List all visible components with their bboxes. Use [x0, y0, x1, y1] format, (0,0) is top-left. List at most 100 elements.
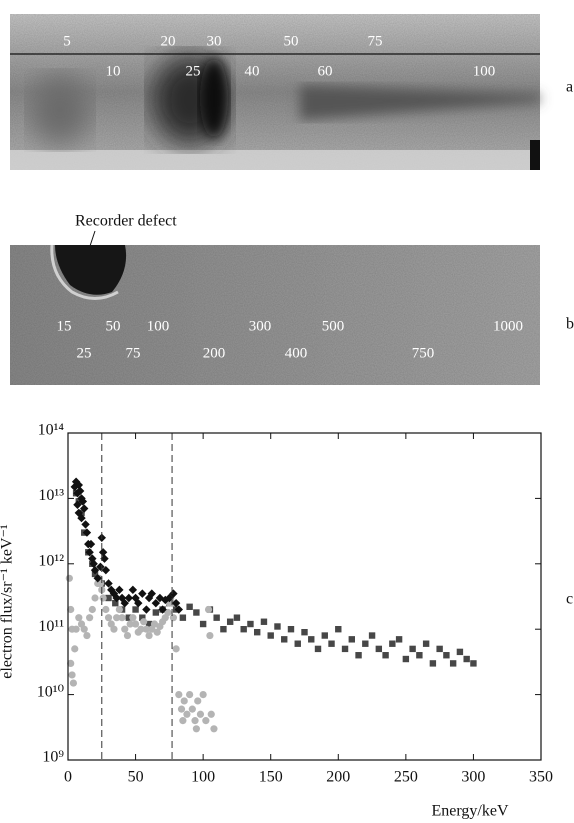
data-point	[124, 593, 134, 603]
data-point	[180, 697, 188, 705]
energy-label: 400	[285, 345, 308, 361]
energy-label: 25	[186, 63, 201, 79]
data-point	[77, 494, 86, 503]
data-point	[449, 660, 457, 667]
data-point	[362, 640, 369, 647]
data-point	[321, 632, 328, 639]
data-point	[175, 691, 183, 699]
data-point	[70, 482, 79, 492]
y-tick-label: 10¹²	[38, 552, 64, 569]
data-point	[193, 609, 200, 616]
data-point	[131, 593, 140, 603]
data-point	[121, 625, 129, 633]
x-tick-label: 250	[394, 769, 418, 786]
data-point	[328, 640, 335, 647]
data-point	[161, 595, 170, 605]
data-point	[80, 625, 88, 633]
x-tick-label: 350	[529, 769, 553, 786]
data-point	[145, 620, 153, 628]
data-point	[177, 705, 186, 713]
data-point	[395, 636, 403, 643]
data-point	[207, 710, 215, 718]
data-point	[96, 562, 105, 571]
data-point	[183, 710, 191, 718]
data-point	[267, 632, 274, 639]
data-point	[147, 589, 156, 598]
data-point	[99, 594, 107, 602]
data-point	[429, 660, 437, 667]
data-point	[140, 618, 148, 626]
data-point	[226, 618, 234, 625]
data-point	[112, 593, 121, 603]
energy-label: 500	[322, 318, 345, 334]
y-tick-label: 10¹⁴	[38, 422, 65, 439]
data-point	[463, 655, 470, 663]
data-point	[139, 614, 146, 621]
energy-label: 50	[284, 33, 299, 49]
data-point	[113, 614, 121, 622]
data-point	[164, 608, 172, 617]
data-point	[368, 632, 376, 639]
spectrogram-a	[10, 14, 540, 170]
x-tick-label: 0	[64, 769, 72, 786]
data-point	[186, 603, 193, 611]
data-point	[456, 648, 464, 656]
data-point	[294, 640, 301, 647]
scatter-chart: 10⁹ 10¹⁰ 10¹¹ 10¹² 10¹³ 10¹⁴ 0 50 100 150 200 250 30…	[0, 422, 553, 820]
data-point	[68, 671, 76, 679]
data-point	[67, 659, 75, 667]
data-point	[105, 594, 112, 602]
data-point	[144, 593, 154, 603]
data-point	[115, 605, 123, 614]
data-point	[134, 598, 143, 608]
data-point	[104, 614, 113, 622]
data-point	[470, 660, 477, 667]
data-point	[153, 628, 161, 636]
data-point	[274, 623, 281, 630]
data-point	[152, 609, 160, 616]
y-axis-title: electron flux/sr⁻¹ keV⁻¹	[0, 524, 16, 679]
data-point	[355, 652, 362, 659]
data-point	[82, 528, 92, 537]
x-tick-label: 50	[128, 769, 144, 786]
data-point	[171, 598, 181, 608]
data-point	[77, 513, 86, 523]
data-point	[142, 625, 150, 633]
data-point	[375, 645, 383, 653]
data-point	[409, 645, 416, 653]
data-point	[169, 614, 178, 622]
data-point	[73, 500, 82, 509]
data-point	[86, 539, 96, 549]
energy-label: 100	[147, 318, 170, 334]
data-point	[72, 625, 80, 633]
data-point	[123, 631, 132, 640]
data-point	[240, 626, 247, 633]
data-point	[422, 640, 430, 647]
data-point	[81, 520, 90, 529]
data-point	[117, 593, 127, 603]
data-point	[75, 486, 85, 496]
data-point	[145, 631, 153, 640]
data-point	[137, 625, 145, 633]
energy-label: 100	[473, 63, 496, 79]
data-point	[402, 655, 410, 663]
energy-label: 10	[106, 63, 121, 79]
data-point	[109, 589, 119, 598]
data-point	[73, 489, 82, 498]
data-point	[71, 645, 79, 653]
data-point	[233, 614, 241, 621]
data-point	[125, 614, 133, 621]
data-point	[115, 585, 124, 595]
data-point	[416, 652, 423, 659]
data-point	[194, 697, 202, 705]
data-point	[65, 574, 73, 582]
plot-frame	[67, 432, 542, 761]
data-point	[80, 504, 89, 513]
x-tick-label: 150	[259, 769, 283, 786]
data-point	[74, 480, 84, 490]
data-point	[158, 605, 167, 614]
data-point	[132, 606, 139, 613]
data-point	[88, 605, 96, 614]
data-point	[308, 636, 315, 643]
data-point	[191, 717, 199, 725]
